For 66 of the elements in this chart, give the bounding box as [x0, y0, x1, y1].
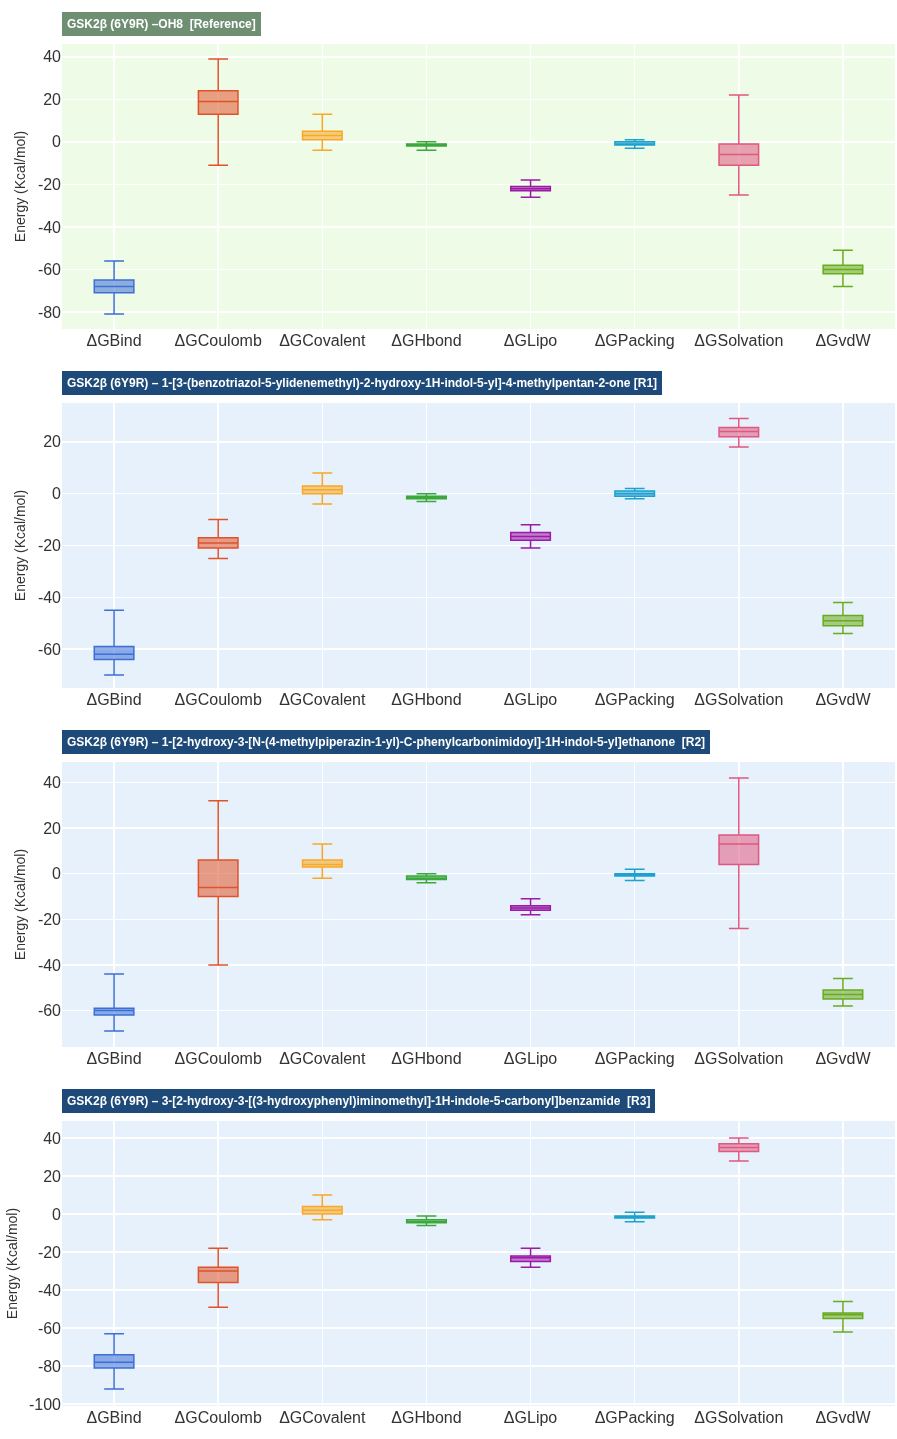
x-tick-label: ΔGvdW [815, 691, 872, 708]
y-tick-label: -40 [37, 218, 62, 236]
chart-title: GSK2β (6Y9R) – 1-[2-hydroxy-3-[N-(4-methylpiperazin-1-yl)-C-phenylcarbonimidoyl]-1H-indol-5-yl]ethanone [R2] [67, 735, 706, 749]
y-tick-label: 20 [43, 819, 62, 837]
y-tick-label: 0 [52, 485, 62, 503]
y-tick-label: -60 [37, 261, 62, 279]
y-tick-label: 20 [43, 1167, 62, 1185]
y-tick-label: 40 [43, 48, 62, 66]
y-tick-label: -100 [28, 1395, 62, 1413]
y-tick-label: 20 [43, 433, 62, 451]
x-tick-label: ΔGBind [86, 1409, 142, 1426]
x-tick-label: ΔGHbond [391, 691, 462, 708]
x-tick-label: ΔGSolvation [694, 332, 784, 349]
y-tick-label: -20 [37, 175, 62, 193]
x-tick-label: ΔGSolvation [694, 1409, 784, 1426]
y-tick-label: 40 [43, 1129, 62, 1147]
x-tick-label: ΔGHbond [391, 332, 462, 349]
y-tick-label: -20 [37, 537, 62, 555]
x-tick-label: ΔGBind [86, 332, 142, 349]
chart-title: GSK2β (6Y9R) – 1-[3-(benzotriazol-5-ylidenemethyl)-2-hydroxy-1H-indol-5-yl]-4-methylpentan-2-one [R1] [67, 376, 658, 390]
y-tick-label: 40 [43, 774, 62, 792]
x-tick-label: ΔGLipo [503, 1050, 558, 1067]
y-tick-label: -60 [37, 1319, 62, 1337]
chart-title: GSK2β (6Y9R) –OH8 [Reference] [67, 17, 256, 31]
x-tick-label: ΔGCovalent [279, 691, 367, 708]
x-tick-label: ΔGCoulomb [174, 691, 262, 708]
x-tick-label: ΔGLipo [503, 691, 558, 708]
x-tick-label: ΔGvdW [815, 332, 872, 349]
chart-title: GSK2β (6Y9R) – 3-[2-hydroxy-3-[(3-hydroxyphenyl)iminomethyl]-1H-indole-5-carbonyl]benzamide [R3] [67, 1094, 651, 1108]
x-tick-label: ΔGCovalent [279, 1050, 367, 1067]
y-tick-label: -40 [37, 588, 62, 606]
x-tick-label: ΔGHbond [391, 1050, 462, 1067]
x-tick-label: ΔGPacking [594, 691, 675, 708]
y-tick-label: -80 [37, 1357, 62, 1375]
y-tick-label: 0 [52, 865, 62, 883]
x-tick-label: ΔGPacking [594, 1050, 675, 1067]
x-tick-label: ΔGvdW [815, 1050, 872, 1067]
y-tick-label: 20 [43, 90, 62, 108]
x-tick-label: ΔGCoulomb [174, 332, 262, 349]
x-tick-label: ΔGCovalent [279, 1409, 367, 1426]
y-tick-label: -60 [37, 640, 62, 658]
x-tick-label: ΔGCovalent [279, 332, 367, 349]
y-tick-label: -40 [37, 956, 62, 974]
y-tick-label: -20 [37, 1243, 62, 1261]
x-tick-label: ΔGPacking [594, 332, 675, 349]
x-tick-label: ΔGBind [86, 691, 142, 708]
x-tick-label: ΔGLipo [503, 1409, 558, 1426]
y-axis-title: Energy (Kcal/mol) [12, 489, 29, 602]
x-tick-label: ΔGBind [86, 1050, 142, 1067]
y-tick-label: -20 [37, 910, 62, 928]
y-tick-label: -40 [37, 1281, 62, 1299]
y-axis-title: Energy (Kcal/mol) [12, 130, 29, 243]
x-tick-label: ΔGSolvation [694, 691, 784, 708]
y-tick-label: 0 [52, 1205, 62, 1223]
y-axis-title: Energy (Kcal/mol) [3, 1207, 20, 1320]
y-tick-label: 0 [52, 133, 62, 151]
x-tick-label: ΔGvdW [815, 1409, 872, 1426]
x-tick-label: ΔGSolvation [694, 1050, 784, 1067]
y-tick-label: -60 [37, 1002, 62, 1020]
x-tick-label: ΔGPacking [594, 1409, 675, 1426]
y-axis-title: Energy (Kcal/mol) [12, 848, 29, 961]
y-tick-label: -80 [37, 303, 62, 321]
x-tick-label: ΔGCoulomb [174, 1409, 262, 1426]
x-tick-label: ΔGHbond [391, 1409, 462, 1426]
x-tick-label: ΔGCoulomb [174, 1050, 262, 1067]
x-tick-label: ΔGLipo [503, 332, 558, 349]
